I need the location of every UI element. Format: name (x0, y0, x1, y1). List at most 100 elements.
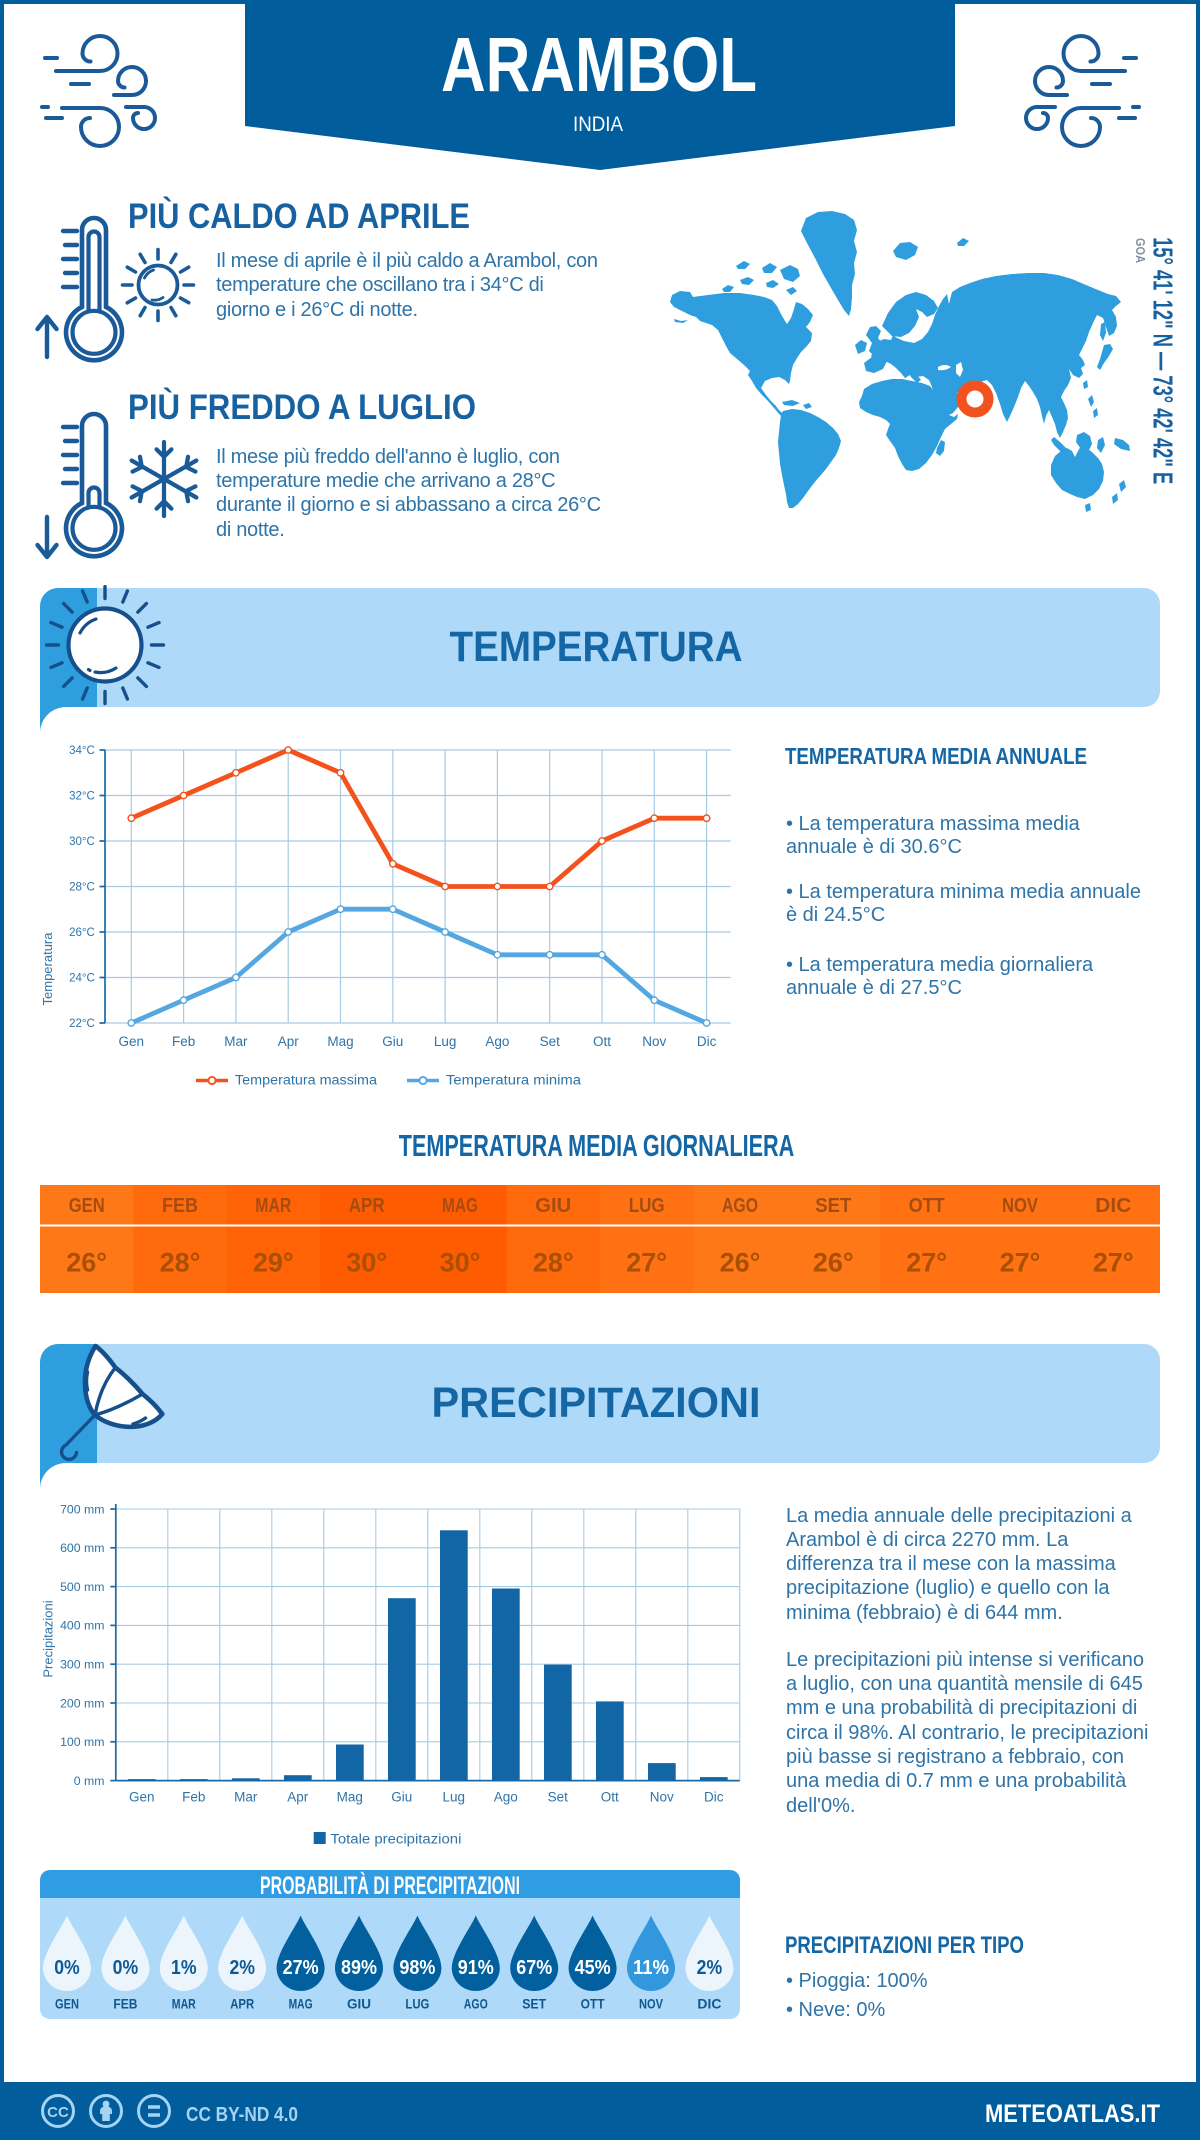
svg-text:1%: 1% (171, 1957, 197, 1979)
svg-text:27°: 27° (1000, 1247, 1041, 1277)
svg-text:30°C: 30°C (69, 836, 95, 848)
svg-text:SET: SET (522, 1996, 546, 2012)
svg-text:27°: 27° (1093, 1247, 1134, 1277)
svg-text:AGO: AGO (464, 1996, 488, 2012)
svg-text:AGO: AGO (722, 1195, 758, 1217)
svg-text:28°: 28° (533, 1247, 574, 1277)
svg-text:DIC: DIC (1095, 1195, 1131, 1217)
svg-text:INDIA: INDIA (573, 111, 623, 136)
svg-text:Giu: Giu (382, 1034, 403, 1049)
svg-text:PIÙ FREDDO A LUGLIO: PIÙ FREDDO A LUGLIO (128, 387, 476, 427)
svg-text:500 mm: 500 mm (60, 1580, 104, 1594)
svg-text:26°: 26° (720, 1247, 761, 1277)
svg-text:Feb: Feb (172, 1034, 195, 1049)
svg-text:Ott: Ott (593, 1034, 611, 1049)
svg-text:45%: 45% (575, 1957, 611, 1979)
svg-text:FEB: FEB (113, 1996, 137, 2012)
svg-text:Gen: Gen (119, 1034, 145, 1049)
svg-text:Temperatura minima: Temperatura minima (446, 1073, 581, 1089)
svg-text:Set: Set (548, 1790, 569, 1805)
svg-text:200 mm: 200 mm (60, 1696, 104, 1710)
svg-text:OTT: OTT (581, 1996, 605, 2012)
svg-text:MAG: MAG (442, 1195, 478, 1217)
svg-text:0 mm: 0 mm (74, 1774, 105, 1788)
svg-text:APR: APR (349, 1195, 385, 1217)
svg-text:Nov: Nov (650, 1790, 674, 1805)
svg-text:300 mm: 300 mm (60, 1658, 104, 1672)
svg-text:DIC: DIC (697, 1996, 721, 2012)
svg-text:Dic: Dic (704, 1790, 724, 1805)
svg-text:Ago: Ago (494, 1790, 518, 1805)
svg-text:34°C: 34°C (69, 745, 95, 757)
svg-text:GIU: GIU (347, 1996, 371, 2012)
svg-text:Dic: Dic (697, 1034, 717, 1049)
svg-text:98%: 98% (399, 1957, 435, 1979)
svg-text:32°C: 32°C (69, 791, 95, 803)
svg-text:Apr: Apr (278, 1034, 300, 1049)
svg-text:27°: 27° (906, 1247, 947, 1277)
svg-text:Giu: Giu (391, 1790, 412, 1805)
svg-text:Lug: Lug (434, 1034, 457, 1049)
svg-text:NOV: NOV (1002, 1195, 1039, 1217)
svg-text:Lug: Lug (443, 1790, 466, 1805)
svg-text:Nov: Nov (642, 1034, 666, 1049)
svg-text:26°: 26° (813, 1247, 854, 1277)
svg-text:TEMPERATURA MEDIA GIORNALIERA: TEMPERATURA MEDIA GIORNALIERA (399, 1128, 795, 1163)
svg-text:Temperatura: Temperatura (40, 932, 55, 1006)
svg-text:ARAMBOL: ARAMBOL (441, 22, 757, 108)
svg-text:TEMPERATURA: TEMPERATURA (450, 623, 743, 671)
svg-text:91%: 91% (458, 1957, 494, 1979)
svg-text:22°C: 22°C (69, 1018, 95, 1030)
svg-text:0%: 0% (113, 1957, 139, 1979)
svg-text:PROBABILITÀ DI PRECIPITAZIONI: PROBABILITÀ DI PRECIPITAZIONI (260, 1871, 520, 1898)
svg-text:11%: 11% (633, 1957, 669, 1979)
svg-text:METEOATLAS.IT: METEOATLAS.IT (985, 2100, 1160, 2128)
svg-text:67%: 67% (516, 1957, 552, 1979)
svg-text:Ago: Ago (485, 1034, 509, 1049)
svg-text:600 mm: 600 mm (60, 1541, 104, 1555)
svg-text:400 mm: 400 mm (60, 1619, 104, 1633)
svg-text:PRECIPITAZIONI PER TIPO: PRECIPITAZIONI PER TIPO (785, 1932, 1024, 1959)
svg-text:APR: APR (230, 1996, 254, 2012)
svg-text:TEMPERATURA MEDIA ANNUALE: TEMPERATURA MEDIA ANNUALE (785, 743, 1087, 769)
svg-text:CC BY-ND 4.0: CC BY-ND 4.0 (186, 2104, 298, 2126)
svg-text:Precipitazioni: Precipitazioni (41, 1600, 56, 1677)
svg-text:Ott: Ott (601, 1790, 619, 1805)
svg-text:NOV: NOV (639, 1996, 664, 2012)
svg-text:28°C: 28°C (69, 882, 95, 894)
svg-text:GEN: GEN (55, 1996, 79, 2012)
svg-text:Apr: Apr (287, 1790, 309, 1805)
svg-text:MAG: MAG (289, 1996, 313, 2012)
svg-text:30°: 30° (440, 1247, 481, 1277)
svg-text:100 mm: 100 mm (60, 1735, 104, 1749)
svg-text:OTT: OTT (909, 1195, 945, 1217)
svg-text:Mag: Mag (327, 1034, 353, 1049)
svg-text:LUG: LUG (405, 1996, 429, 2012)
svg-text:GEN: GEN (69, 1195, 105, 1217)
svg-text:GIU: GIU (535, 1195, 571, 1217)
svg-text:Mag: Mag (337, 1790, 363, 1805)
svg-text:2%: 2% (229, 1957, 255, 1979)
svg-text:Mar: Mar (234, 1790, 258, 1805)
svg-text:26°C: 26°C (69, 927, 95, 939)
svg-text:GOA: GOA (1133, 238, 1148, 264)
svg-text:27%: 27% (283, 1957, 319, 1979)
svg-text:15° 41' 12" N — 73° 42' 42" E: 15° 41' 12" N — 73° 42' 42" E (1148, 237, 1179, 484)
svg-text:PRECIPITAZIONI: PRECIPITAZIONI (432, 1379, 761, 1427)
svg-text:FEB: FEB (162, 1195, 198, 1217)
svg-text:MAR: MAR (172, 1996, 196, 2012)
svg-text:Feb: Feb (182, 1790, 205, 1805)
svg-text:89%: 89% (341, 1957, 377, 1979)
svg-text:29°: 29° (253, 1247, 294, 1277)
svg-text:26°: 26° (66, 1247, 107, 1277)
svg-text:28°: 28° (160, 1247, 201, 1277)
svg-text:LUG: LUG (629, 1195, 665, 1217)
svg-text:Totale precipitazioni: Totale precipitazioni (330, 1832, 461, 1848)
svg-text:SET: SET (815, 1195, 851, 1217)
svg-text:Gen: Gen (129, 1790, 155, 1805)
svg-text:27°: 27° (626, 1247, 667, 1277)
svg-text:Mar: Mar (224, 1034, 248, 1049)
svg-text:CC: CC (47, 2104, 69, 2121)
svg-text:2%: 2% (697, 1957, 723, 1979)
svg-text:700 mm: 700 mm (60, 1502, 104, 1516)
